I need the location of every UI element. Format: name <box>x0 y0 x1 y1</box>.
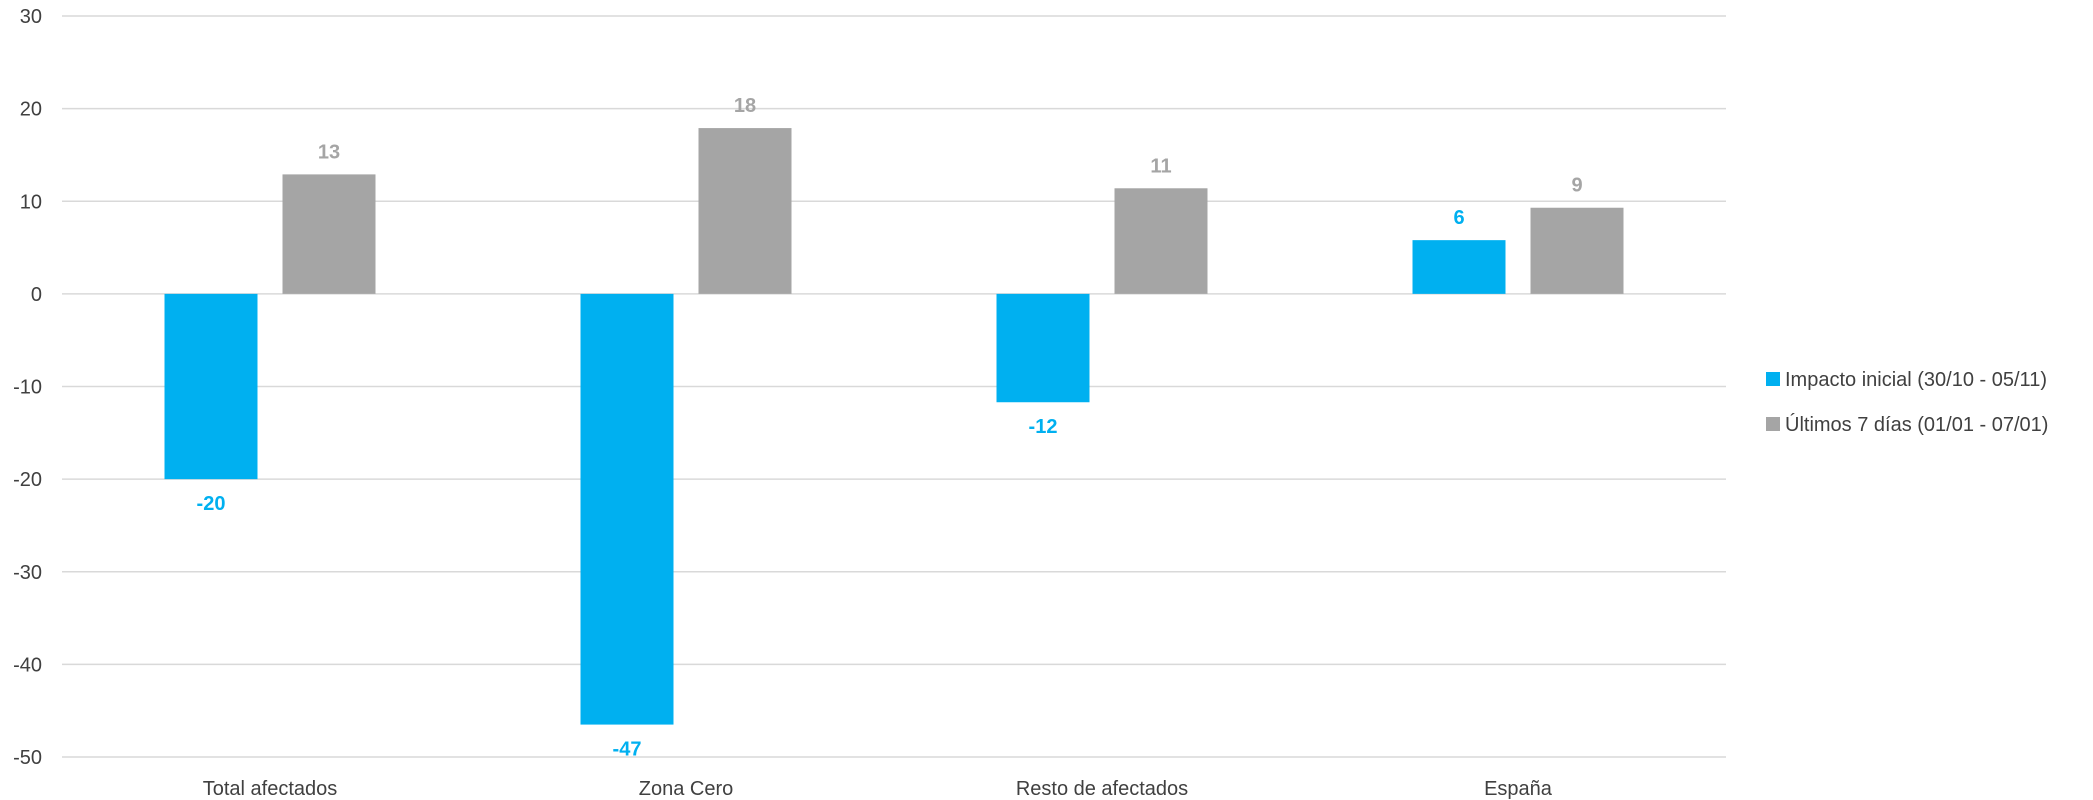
data-label: 9 <box>1571 175 1582 197</box>
bar <box>1114 188 1208 294</box>
y-tick-label: -10 <box>13 377 42 399</box>
x-axis: Total afectados Zona Cero Resto de afectad… <box>203 778 1553 800</box>
data-label: 11 <box>1150 155 1171 177</box>
y-tick-label: -40 <box>13 654 42 676</box>
x-tick-label: Zona Cero <box>639 778 734 800</box>
y-tick-label: -30 <box>13 562 42 584</box>
data-label: -12 <box>1029 416 1058 438</box>
bar <box>580 293 674 725</box>
bar <box>282 174 376 294</box>
legend-swatch <box>1766 372 1780 386</box>
y-tick-label: 10 <box>20 191 42 213</box>
x-tick-label: Resto de afectados <box>1016 778 1188 800</box>
data-label: 18 <box>734 95 756 117</box>
bar <box>164 293 258 480</box>
y-tick-label: 0 <box>31 284 42 306</box>
y-tick-label: 30 <box>20 6 42 28</box>
data-label: -47 <box>613 739 642 761</box>
y-axis: 30 20 10 0 -10 -20 -30 -40 -50 <box>13 6 42 769</box>
y-tick-label: -20 <box>13 469 42 491</box>
bar <box>1530 207 1624 294</box>
legend-label: Últimos 7 días (01/01 - 07/01) <box>1785 413 2048 436</box>
data-label: 13 <box>318 141 340 163</box>
legend-swatch <box>1766 417 1780 431</box>
bar <box>996 293 1090 403</box>
data-label: -20 <box>197 493 226 515</box>
legend-label: Impacto inicial (30/10 - 05/11) <box>1785 369 2047 391</box>
bar <box>1412 240 1506 294</box>
bar <box>698 128 792 294</box>
data-label: 6 <box>1453 207 1464 229</box>
data-labels: -20 13 -47 18 -12 11 6 9 <box>197 95 1583 761</box>
x-tick-label: Total afectados <box>203 778 338 800</box>
y-tick-label: 20 <box>20 99 42 121</box>
y-tick-label: -50 <box>13 747 42 769</box>
gridlines <box>62 15 1726 758</box>
x-tick-label: España <box>1484 778 1553 800</box>
bars <box>164 128 1624 725</box>
legend: Impacto inicial (30/10 - 05/11) Últimos 7… <box>1766 369 2048 436</box>
